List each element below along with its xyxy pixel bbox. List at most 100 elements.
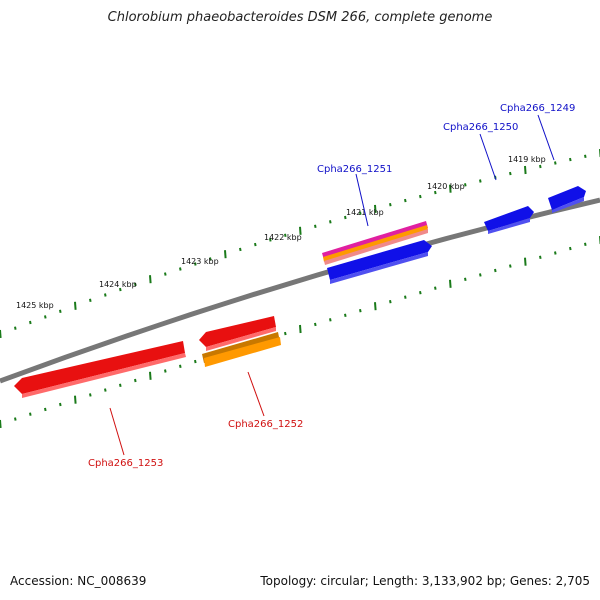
upper-scale-tick xyxy=(134,282,137,287)
gene-cpha266-1251[interactable] xyxy=(327,240,432,284)
gene-label-1253[interactable]: Cpha266_1253 xyxy=(88,458,163,469)
lower-scale-tick xyxy=(179,364,182,368)
leader-line-1252 xyxy=(247,371,265,417)
lower-scale-tick xyxy=(419,291,422,295)
gene-cpha266-1253[interactable] xyxy=(14,341,186,398)
upper-scale-tick xyxy=(404,198,407,203)
gene-label-1252[interactable]: Cpha266_1252 xyxy=(228,419,303,430)
gene-cpha266-1250[interactable] xyxy=(484,206,534,234)
upper-scale-tick xyxy=(284,233,287,237)
lower-scale-tick xyxy=(104,388,107,392)
upper-scale-tick xyxy=(239,247,242,252)
upper-scale-tick xyxy=(14,326,17,330)
gene-cpha266-1252-red[interactable] xyxy=(199,316,276,351)
upper-scale-tick xyxy=(164,272,167,276)
upper-scale-tick xyxy=(569,157,572,162)
lower-scale-tick xyxy=(29,412,32,416)
upper-scale-tick xyxy=(179,267,182,271)
lower-scale-tick xyxy=(14,417,17,421)
gene-label-1249[interactable]: Cpha266_1249 xyxy=(500,103,575,114)
upper-scale-tick xyxy=(149,275,152,284)
upper-scale-tick xyxy=(104,293,107,297)
lower-scale-tick xyxy=(74,395,77,404)
gene-cpha266-1249[interactable] xyxy=(548,186,586,213)
upper-scale-tick xyxy=(194,262,197,266)
accession-label: Accession: NC_008639 xyxy=(10,574,147,588)
upper-scale-tick xyxy=(479,179,482,183)
gene-label-1250[interactable]: Cpha266_1250 xyxy=(443,122,518,133)
lower-scale-tick xyxy=(134,378,137,383)
upper-scale-tick xyxy=(224,250,227,259)
lower-scale-tick xyxy=(0,419,2,429)
lower-tick-scale xyxy=(0,236,600,429)
lower-scale-tick xyxy=(434,286,437,290)
upper-scale-tick xyxy=(119,287,122,292)
upper-scale-tick xyxy=(539,164,542,169)
upper-scale-tick xyxy=(524,165,527,175)
lower-scale-tick xyxy=(344,313,347,317)
lower-scale-tick xyxy=(509,264,512,268)
lower-scale-tick xyxy=(314,322,317,327)
upper-scale-tick xyxy=(29,320,32,325)
upper-scale-tick xyxy=(59,309,62,313)
upper-scale-tick xyxy=(434,190,437,195)
upper-scale-tick xyxy=(464,183,467,187)
upper-scale-tick xyxy=(419,194,422,199)
upper-scale-tick xyxy=(269,238,272,242)
upper-scale-tick xyxy=(344,215,347,220)
upper-scale-tick xyxy=(299,226,302,235)
upper-scale-tick xyxy=(554,161,557,165)
lower-scale-tick xyxy=(494,268,497,273)
leader-line-1251 xyxy=(355,173,369,227)
upper-scale-tick xyxy=(359,211,362,215)
lower-scale-tick xyxy=(389,300,392,304)
lower-scale-tick xyxy=(194,359,197,364)
topology-summary: Topology: circular; Length: 3,133,902 bp… xyxy=(260,574,590,588)
lower-scale-tick xyxy=(44,407,47,412)
lower-scale-tick xyxy=(374,302,377,311)
lower-scale-tick xyxy=(149,371,152,380)
lower-scale-tick xyxy=(554,251,557,255)
lower-scale-tick xyxy=(89,393,92,397)
tick-label-1424: 1424 kbp xyxy=(99,280,137,289)
lower-scale-tick xyxy=(359,309,362,313)
leader-line-1250 xyxy=(479,133,497,181)
upper-scale-tick xyxy=(74,301,77,310)
upper-scale-tick xyxy=(314,224,317,228)
leader-line-1253 xyxy=(109,407,125,456)
lower-scale-tick xyxy=(524,257,527,266)
upper-tick-scale xyxy=(0,149,600,339)
lower-scale-tick xyxy=(299,324,302,334)
lower-scale-tick xyxy=(329,318,332,322)
upper-scale-tick xyxy=(209,257,212,261)
lower-scale-tick xyxy=(284,331,287,336)
lower-scale-tick xyxy=(164,369,167,373)
tick-label-1420: 1420 kbp xyxy=(427,182,465,191)
gene-label-1251[interactable]: Cpha266_1251 xyxy=(317,164,392,175)
tick-label-1425: 1425 kbp xyxy=(16,301,54,310)
lower-scale-tick xyxy=(479,273,482,277)
upper-scale-tick xyxy=(89,298,92,302)
lower-scale-tick xyxy=(119,383,122,387)
lower-scale-tick xyxy=(449,279,452,288)
lower-scale-tick xyxy=(539,255,542,259)
upper-scale-tick xyxy=(329,220,332,224)
lower-scale-tick xyxy=(584,242,587,246)
lower-scale-tick xyxy=(59,402,62,407)
upper-scale-tick xyxy=(254,242,257,247)
tick-label-1422: 1422 kbp xyxy=(264,233,302,242)
lower-scale-tick xyxy=(464,277,467,281)
map-title: Chlorobium phaeobacteroides DSM 266, com… xyxy=(107,10,493,25)
upper-scale-tick xyxy=(0,329,2,339)
feature-stripes xyxy=(322,221,428,265)
lower-scale-tick xyxy=(569,246,572,251)
upper-scale-tick xyxy=(509,171,512,176)
tick-label-1423: 1423 kbp xyxy=(181,257,219,266)
gene-cpha266-1252[interactable] xyxy=(202,332,281,367)
upper-scale-tick xyxy=(389,203,392,207)
lower-scale-tick xyxy=(404,295,407,299)
upper-scale-tick xyxy=(44,315,47,319)
upper-scale-tick xyxy=(449,184,452,193)
